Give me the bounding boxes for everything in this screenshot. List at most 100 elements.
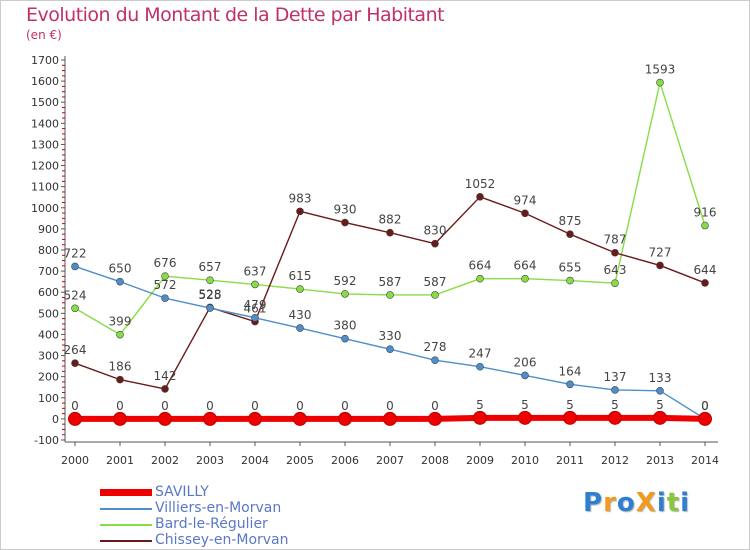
data-label: 186 (109, 360, 132, 374)
data-label: 657 (199, 260, 222, 274)
legend-swatch (100, 540, 152, 542)
data-point (518, 410, 532, 425)
data-label: 264 (64, 343, 87, 357)
data-point (656, 261, 664, 270)
x-tick-label: 2009 (466, 454, 494, 467)
data-point (203, 411, 217, 426)
data-point (113, 411, 127, 426)
data-label: 1593 (645, 63, 676, 77)
data-label: 142 (154, 369, 177, 383)
data-point (698, 411, 712, 426)
data-label: 0 (386, 399, 394, 413)
data-label: 664 (514, 259, 537, 273)
x-tick-label: 2003 (196, 454, 224, 467)
data-point (116, 330, 124, 339)
legend-label: Chissey-en-Morvan (155, 532, 289, 548)
data-label: 0 (701, 399, 709, 413)
data-label: 399 (109, 315, 132, 329)
data-point (386, 291, 394, 299)
y-tick-label: 1000 (31, 202, 59, 215)
data-label: 643 (604, 263, 627, 277)
data-point (293, 411, 307, 426)
data-point (611, 279, 619, 287)
data-label: 5 (656, 398, 664, 412)
x-tick-label: 2006 (331, 454, 359, 467)
data-point (161, 294, 169, 302)
y-tick-label: 100 (38, 392, 59, 405)
data-label: 461 (244, 302, 267, 316)
x-tick-label: 2014 (691, 454, 719, 467)
y-tick-label: 500 (38, 307, 59, 320)
data-point (521, 209, 529, 218)
data-point (701, 221, 709, 230)
data-label: 676 (154, 256, 177, 270)
data-point (341, 290, 349, 298)
data-label: 0 (701, 399, 709, 413)
data-point (521, 274, 529, 283)
x-tick-label: 2007 (376, 454, 404, 467)
data-label: 5 (566, 398, 574, 412)
y-tick-label: 1600 (31, 75, 59, 88)
data-label: 164 (559, 364, 582, 378)
x-tick-label: 2010 (511, 454, 539, 467)
data-point (161, 272, 169, 280)
data-label: 528 (199, 287, 222, 301)
x-tick-label: 2011 (556, 454, 584, 467)
data-label: 380 (334, 319, 357, 333)
data-label: 330 (379, 329, 402, 343)
data-point (431, 239, 439, 248)
data-point (386, 228, 394, 237)
data-point (431, 291, 439, 299)
data-point (656, 387, 664, 395)
y-tick-label: 700 (38, 265, 59, 278)
data-point (473, 410, 487, 425)
data-point (428, 411, 442, 426)
data-point (563, 410, 577, 425)
data-point (296, 207, 304, 216)
data-label: 983 (289, 191, 312, 205)
x-tick-label: 2013 (646, 454, 674, 467)
data-label: 587 (424, 275, 447, 289)
proxiti-logo: ProXiti (583, 488, 691, 518)
data-point (116, 375, 124, 384)
y-tick-label: 200 (38, 371, 59, 384)
x-tick-label: 2001 (106, 454, 134, 467)
y-tick-label: 400 (38, 328, 59, 341)
data-point (431, 356, 439, 365)
y-tick-label: 1300 (31, 138, 59, 151)
data-point (341, 334, 349, 343)
data-label: 664 (469, 259, 492, 273)
data-point (476, 193, 484, 201)
data-point (476, 274, 484, 283)
data-label: 137 (604, 370, 627, 384)
y-tick-label: 1100 (31, 181, 59, 194)
chart-subtitle: (en €) (26, 28, 62, 42)
legend-swatch (100, 508, 152, 510)
data-point (611, 386, 619, 394)
data-label: 830 (424, 224, 447, 238)
data-label: 875 (559, 214, 582, 228)
data-point (608, 410, 622, 425)
legend-label: Bard-le-Régulier (155, 516, 268, 532)
data-label: 727 (649, 245, 672, 259)
data-label: 0 (431, 399, 439, 413)
data-point (248, 411, 262, 426)
data-point (161, 385, 169, 393)
data-label: 0 (296, 399, 304, 413)
data-label: 655 (559, 261, 582, 275)
data-point (566, 380, 574, 389)
data-label: 430 (289, 308, 312, 322)
data-point (116, 277, 124, 286)
data-point (296, 285, 304, 293)
data-point (251, 313, 259, 322)
x-tick-label: 2008 (421, 454, 449, 467)
data-label: 0 (341, 399, 349, 413)
data-point (341, 218, 349, 227)
data-point (71, 359, 79, 367)
legend-label: Villiers-en-Morvan (155, 500, 282, 516)
y-tick-label: 300 (38, 350, 59, 363)
data-point (296, 324, 304, 332)
x-tick-label: 2000 (61, 454, 89, 467)
data-label: 974 (514, 193, 537, 207)
